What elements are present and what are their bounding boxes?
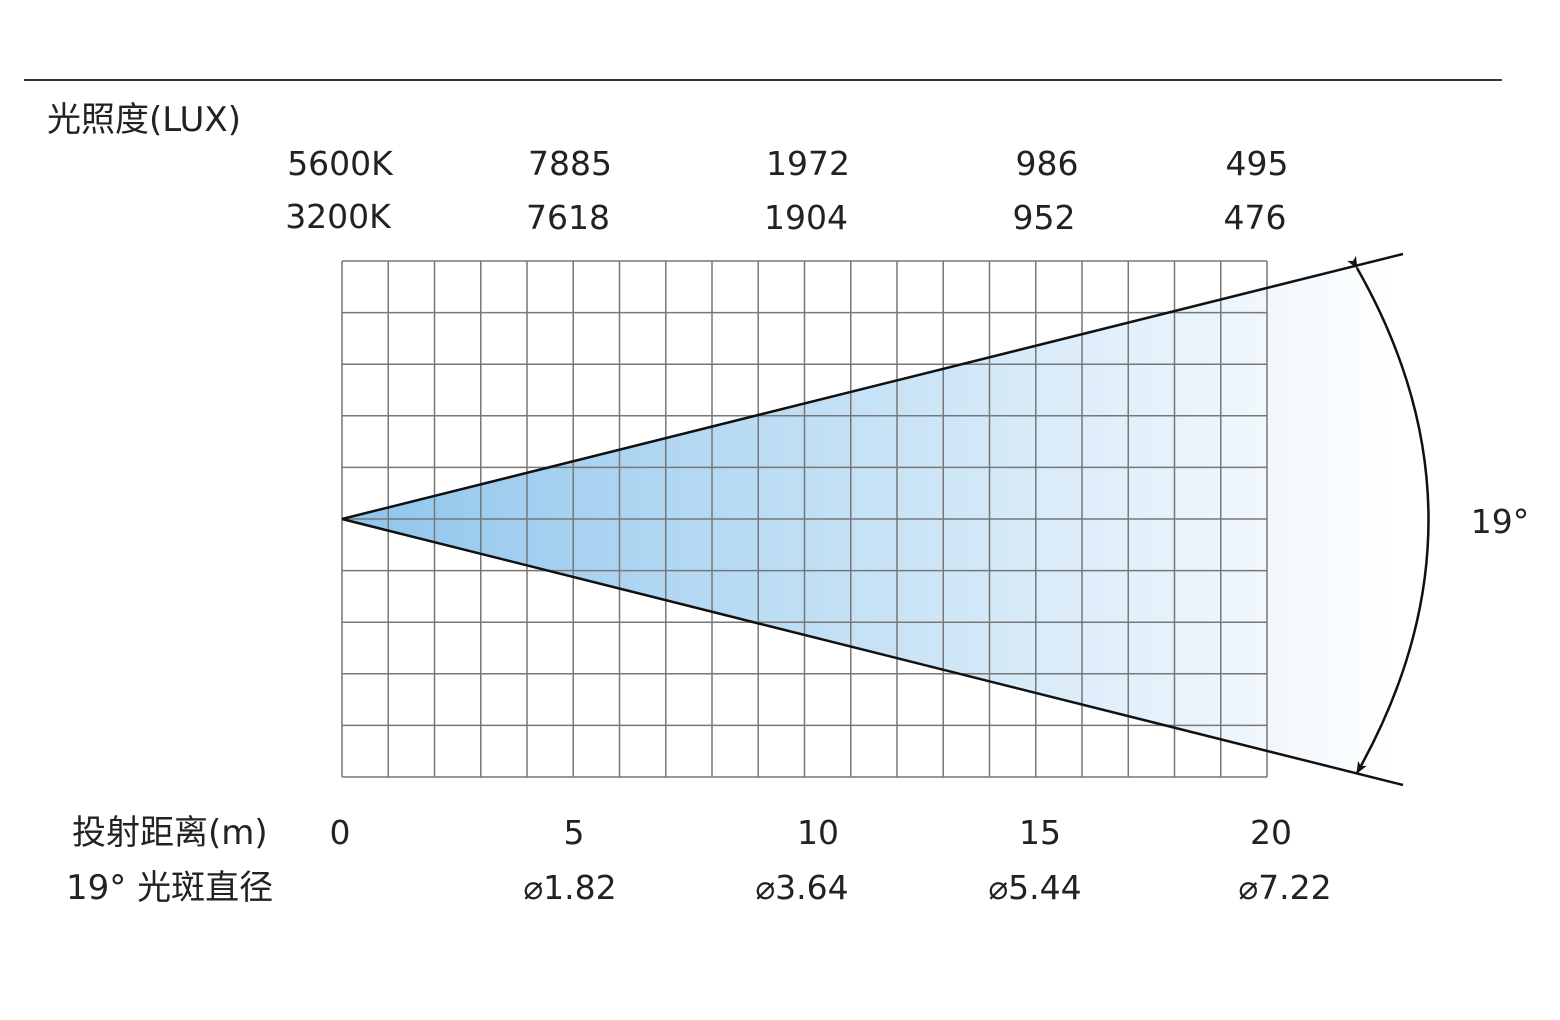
distance-10: 10 <box>797 813 839 852</box>
diameter-5m: ⌀1.82 <box>523 868 616 907</box>
diameter-10m: ⌀3.64 <box>755 868 848 907</box>
distance-0: 0 <box>330 813 351 852</box>
distance-label: 投射距离(m) <box>72 813 268 853</box>
lux-5600k-15m: 986 <box>1016 144 1079 183</box>
lux-5600k-20m: 495 <box>1226 144 1289 183</box>
illuminance-label: 光照度(LUX) <box>47 100 241 140</box>
temp-label-5600k: 5600K <box>287 144 394 183</box>
spot-diameter-label: 19° 光斑直径 <box>66 868 273 908</box>
beam-upper-edge <box>341 252 1404 521</box>
lux-3200k-15m: 952 <box>1013 198 1076 237</box>
distance-grid <box>341 260 1268 778</box>
lux-5600k-5m: 7885 <box>528 144 612 183</box>
distance-15: 15 <box>1019 813 1061 852</box>
diameter-15m: ⌀5.44 <box>988 868 1081 907</box>
beam-angle-label: 19° <box>1471 502 1530 541</box>
distance-20: 20 <box>1250 813 1292 852</box>
lux-5600k-10m: 1972 <box>766 144 850 183</box>
beam-lower-edge <box>341 517 1404 787</box>
lux-3200k-20m: 476 <box>1224 198 1287 237</box>
diameter-20m: ⌀7.22 <box>1238 868 1331 907</box>
beam-angle-arc <box>1347 255 1430 774</box>
distance-5: 5 <box>564 813 585 852</box>
lux-3200k-10m: 1904 <box>764 198 848 237</box>
temp-label-3200k: 3200K <box>285 197 392 236</box>
lux-3200k-5m: 7618 <box>526 198 610 237</box>
